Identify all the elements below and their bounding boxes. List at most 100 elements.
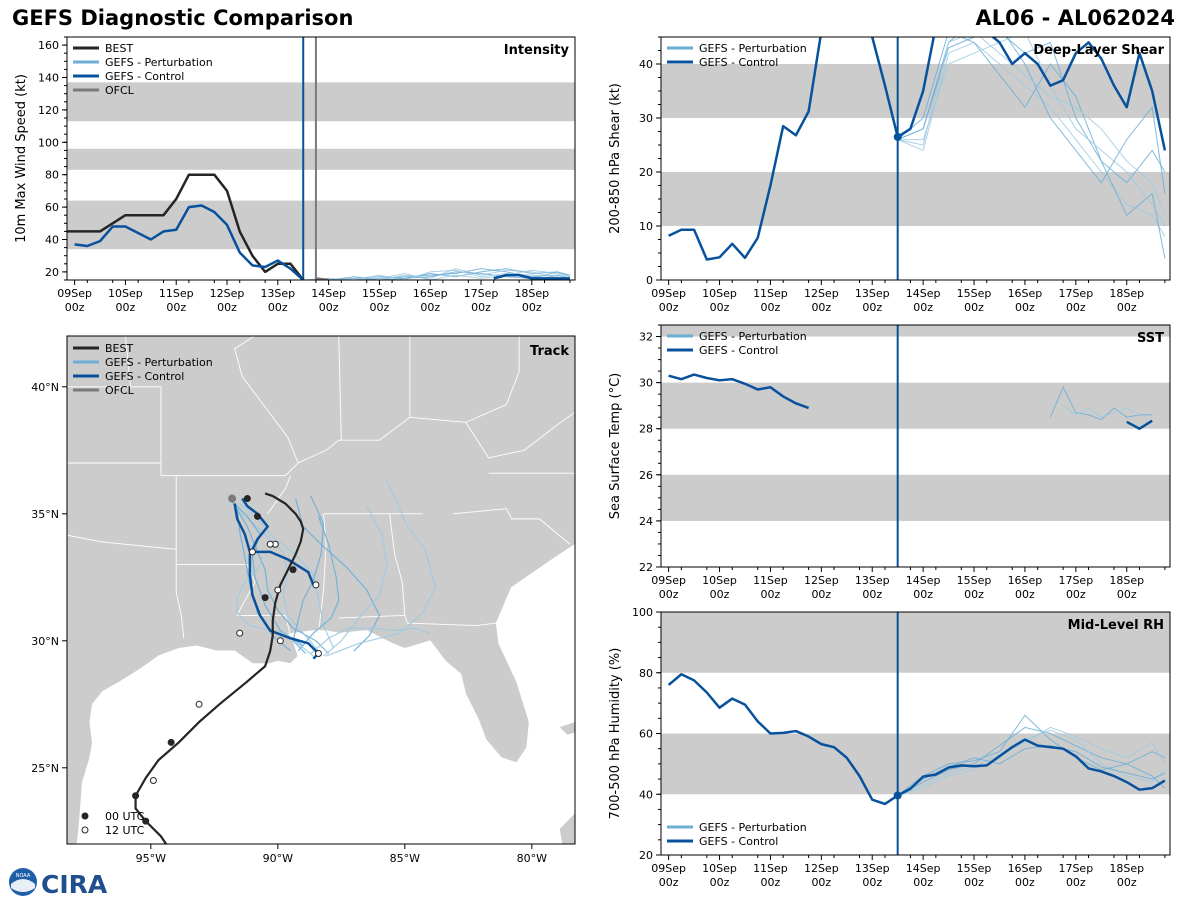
plot-area	[661, 612, 1170, 855]
legend-label: GEFS - Perturbation	[105, 356, 213, 369]
state-border	[465, 411, 575, 459]
x-tick-hour-label: 00z	[1015, 588, 1035, 601]
legend-label: GEFS - Control	[699, 344, 778, 357]
best-fix-12utc	[149, 777, 157, 784]
control-fix-12utc	[266, 540, 274, 548]
state-border	[267, 475, 291, 515]
best-fix-00utc	[254, 512, 261, 520]
ensemble-member-line	[1062, 405, 1140, 418]
best-fix-12utc	[236, 629, 244, 637]
best-fix-00utc	[132, 792, 140, 800]
best-fix-12utc	[195, 700, 203, 708]
x-tick-hour-label: 00z	[1117, 588, 1137, 601]
state-border	[175, 564, 185, 639]
control-fix-12utc	[314, 650, 322, 657]
x-tick-hour-label: 00z	[659, 588, 679, 601]
x-tick-label: 16Sep	[1008, 287, 1043, 300]
threshold-band	[661, 382, 1170, 429]
x-tick-label: 10Sep	[702, 287, 737, 300]
threshold-band	[661, 612, 1170, 673]
threshold-band	[67, 148, 575, 170]
x-tick-label: 15Sep	[362, 287, 397, 300]
control-series-line	[668, 373, 810, 410]
x-tick-label: 16Sep	[413, 287, 448, 300]
x-tick-label: 13Sep	[855, 862, 890, 875]
x-tick-label: 18Sep	[1109, 574, 1144, 587]
x-tick-hour-label: 00z	[659, 876, 679, 889]
threshold-band	[67, 82, 575, 122]
plot-frame	[660, 324, 1171, 568]
ensemble-member-line	[1049, 386, 1153, 421]
ensemble-track	[231, 500, 330, 654]
cuba-coast	[559, 813, 575, 844]
x-tick-label: 09Sep	[57, 287, 92, 300]
y-tick-label: 25°N	[31, 762, 59, 775]
x-tick-label: 95°W	[136, 852, 166, 863]
y-tick-label: 60	[45, 201, 59, 214]
x-tick-hour-label: 00z	[761, 876, 781, 889]
state-border	[338, 336, 342, 441]
shear-chart: 09Sep00z10Sep00z11Sep00z12Sep00z13Sep00z…	[608, 36, 1171, 314]
control-series-line	[1126, 419, 1153, 430]
x-tick-hour-label: 00z	[862, 876, 882, 889]
x-tick-label: 17Sep	[464, 287, 499, 300]
x-tick-label: 18Sep	[1109, 287, 1144, 300]
x-tick-label: 09Sep	[651, 574, 686, 587]
ensemble-member-line	[897, 41, 1166, 238]
x-tick-hour-label: 00z	[811, 588, 831, 601]
control-series-line	[668, 37, 1167, 261]
y-axis-label: 200-850 hPa Shear (kt)	[608, 83, 623, 234]
x-tick-hour-label: 00z	[659, 301, 679, 314]
control-fix-12utc	[248, 548, 256, 556]
x-tick-label: 16Sep	[1008, 574, 1043, 587]
state-border	[237, 614, 291, 636]
y-tick-label: 40	[45, 234, 59, 247]
y-tick-label: 28	[639, 423, 653, 436]
x-tick-label: 11Sep	[753, 862, 788, 875]
best-fix-12utc	[274, 586, 282, 594]
x-tick-label: 15Sep	[957, 574, 992, 587]
best-fix-00utc	[289, 566, 297, 574]
y-tick-label: 40	[639, 58, 653, 71]
x-tick-hour-label: 00z	[761, 301, 781, 314]
analysis-marker	[893, 791, 902, 800]
plot-frame	[66, 335, 576, 845]
x-tick-label: 10Sep	[108, 287, 143, 300]
y-tick-label: 40°N	[31, 381, 59, 394]
x-tick-label: 14Sep	[906, 574, 941, 587]
map-area	[67, 336, 575, 844]
x-tick-label: 15Sep	[957, 287, 992, 300]
x-tick-label: 80°W	[517, 852, 547, 863]
x-tick-hour-label: 00z	[964, 301, 984, 314]
best-fix-00utc	[243, 495, 251, 503]
x-tick-hour-label: 00z	[471, 301, 491, 314]
y-tick-label: 20	[639, 166, 653, 179]
state-border	[465, 336, 520, 423]
state-border	[124, 336, 162, 476]
y-tick-label: 35°N	[31, 508, 59, 521]
threshold-band	[661, 474, 1170, 521]
x-tick-label: 14Sep	[311, 287, 346, 300]
control-fix-12utc	[276, 637, 284, 645]
x-tick-hour-label: 00z	[811, 301, 831, 314]
control-series-line	[74, 204, 305, 280]
x-tick-hour-label: 00z	[319, 301, 339, 314]
x-tick-label: 10Sep	[702, 862, 737, 875]
x-tick-label: 18Sep	[514, 287, 549, 300]
ensemble-track	[295, 498, 381, 652]
legend-label: GEFS - Control	[105, 370, 184, 383]
control-series-line	[493, 273, 570, 280]
chart-title: Track	[530, 344, 569, 359]
ensemble-member-line	[897, 714, 1166, 796]
y-tick-label: 60	[639, 728, 653, 741]
y-tick-label: 10	[639, 220, 653, 233]
plot-area	[661, 37, 1170, 280]
legend-label: GEFS - Perturbation	[699, 42, 807, 55]
legend-label: GEFS - Perturbation	[699, 330, 807, 343]
noaa-text: NOAA	[16, 873, 31, 879]
legend-label: GEFS - Perturbation	[699, 821, 807, 834]
x-tick-hour-label: 00z	[1066, 301, 1086, 314]
threshold-band	[661, 325, 1170, 337]
